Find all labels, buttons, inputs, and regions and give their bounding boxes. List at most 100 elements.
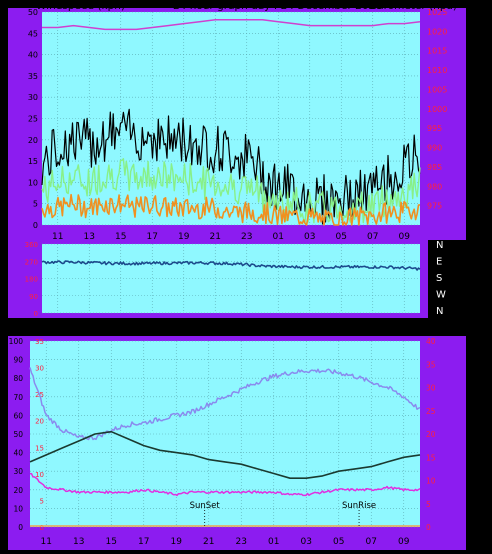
windspeed-axis-title: Windspeed (kph) (36, 0, 126, 12)
rainfall-axis-tick: 20 (35, 418, 44, 426)
x-axis-tick: 07 (366, 537, 377, 547)
temperature-axis-tick: 10 (426, 477, 436, 486)
compass-label: N (436, 306, 443, 317)
wind-axis-tick: 0 (33, 221, 38, 230)
compass-label: S (436, 273, 442, 284)
rainfall-axis-tick: 30 (35, 365, 44, 373)
sunset-marker: SunSet (190, 501, 221, 511)
compass-label: N (436, 240, 443, 251)
humidity-axis-tick: 0 (18, 523, 23, 532)
minimum-wind-series-line (41, 193, 421, 226)
x-axis-tick: 11 (41, 537, 52, 547)
temperature-axis-tick: 25 (426, 407, 436, 416)
wind-axis-tick: 20 (28, 136, 38, 145)
wind-axis-tick: 5 (33, 200, 38, 209)
x-axis-tick: 23 (241, 232, 252, 242)
graph-title: 24 hour graph day : 24 December 2020 (173, 0, 382, 12)
humidity-axis-tick: 40 (13, 449, 23, 458)
baro-axis-tick: 1010 (427, 66, 447, 75)
temperature-axis-tick: 40 (426, 337, 436, 346)
x-axis-tick: 05 (333, 537, 344, 547)
baro-axis-tick: 1000 (427, 105, 447, 114)
baro-axis-tick: 1020 (427, 27, 447, 36)
wind-axis-tick: 30 (28, 93, 38, 102)
x-axis-tick: 21 (203, 537, 214, 547)
compass-label: E (436, 257, 442, 268)
x-axis-tick: 03 (304, 232, 315, 242)
average-wind-series-line (41, 158, 421, 224)
baro-axis-tick: 1025 (427, 8, 447, 17)
direction-axis-tick: 180 (25, 276, 38, 284)
rainfall-axis-tick: 15 (35, 444, 44, 452)
barometer-axis-title: Barometer (hpa) (370, 0, 458, 12)
humidity-axis-tick: 20 (13, 486, 23, 495)
x-axis-tick: 09 (398, 537, 410, 547)
humidity-series-line (29, 367, 421, 441)
x-axis-tick: 07 (367, 232, 378, 242)
wind-axis-tick: 50 (28, 8, 38, 17)
x-axis-tick: 19 (171, 537, 183, 547)
temperature-series-line (29, 430, 421, 479)
temperature-axis-title: Temperature (°C) (312, 320, 403, 332)
temperature-axis-tick: 20 (426, 430, 436, 439)
humidity-axis-tick: 80 (13, 374, 23, 383)
wind-axis-tick: 10 (28, 178, 38, 187)
direction-axis-tick: 360 (25, 241, 38, 249)
x-axis-tick: 13 (73, 537, 84, 547)
compass-label: W (436, 290, 446, 301)
humidity-axis-tick: 30 (13, 467, 23, 476)
wind-axis-tick: 25 (28, 115, 38, 124)
wind-axis-tick: 15 (28, 157, 38, 166)
x-axis-tick: 17 (138, 537, 149, 547)
humidity-axis-tick: 90 (13, 356, 23, 365)
x-axis-tick: 05 (336, 232, 347, 242)
baro-axis-tick: 985 (427, 163, 442, 172)
rainfall-axis-tick: 35 (35, 338, 44, 346)
baro-axis-tick: 980 (427, 182, 442, 191)
direction-axis-tick: 90 (29, 293, 38, 301)
baro-axis-tick: 995 (427, 124, 442, 133)
humidity-axis-tick: 60 (13, 411, 23, 420)
x-axis-tick: 09 (399, 232, 411, 242)
x-axis-tick: 19 (178, 232, 190, 242)
humidity-axis-tick: 100 (9, 337, 24, 346)
rainfall-axis-tick: 0 (40, 524, 44, 532)
baro-axis-tick: 1005 (427, 85, 447, 94)
baro-axis-tick: 1015 (427, 47, 447, 56)
x-axis-tick: 21 (210, 232, 221, 242)
dewpoint-axis-title: Dew Point (°C) (393, 320, 470, 332)
humidity-axis-tick: 70 (13, 393, 23, 402)
wind-axis-tick: 40 (28, 51, 38, 60)
x-axis-tick: 01 (273, 232, 284, 242)
x-axis-tick: 15 (115, 232, 126, 242)
rainfall-axis-title: Rainfall (mm) (2, 320, 74, 332)
wind-axis-tick: 35 (28, 72, 38, 81)
x-axis-tick: 03 (301, 537, 312, 547)
x-axis-tick: 11 (52, 232, 63, 242)
humidity-axis-tick: 10 (13, 504, 23, 513)
dewpoint-series-line (29, 472, 421, 497)
temperature-axis-tick: 35 (426, 360, 436, 369)
rainfall-axis-tick: 5 (40, 497, 44, 505)
x-axis-tick: 13 (84, 232, 95, 242)
temperature-axis-tick: 15 (426, 453, 436, 462)
wind-axis-tick: 45 (28, 29, 38, 38)
x-axis-tick: 23 (236, 537, 247, 547)
wind-direction-series-line (41, 260, 421, 271)
temperature-axis-tick: 0 (426, 523, 431, 532)
temperature-axis-tick: 5 (426, 500, 431, 509)
direction-axis-tick: 270 (25, 258, 38, 266)
rainfall-axis-tick: 10 (35, 471, 44, 479)
temperature-axis-tick: 30 (426, 384, 436, 393)
sunrise-marker: SunRise (342, 501, 376, 511)
x-axis-tick: 15 (106, 537, 117, 547)
direction-axis-tick: 0 (34, 310, 38, 318)
barometer-series-line (42, 18, 421, 31)
x-axis-tick: 17 (147, 232, 158, 242)
humidity-axis-title: Humidity (%) (68, 320, 138, 332)
baro-axis-tick: 990 (427, 144, 442, 153)
baro-axis-tick: 975 (427, 202, 442, 211)
x-axis-tick: 01 (268, 537, 279, 547)
